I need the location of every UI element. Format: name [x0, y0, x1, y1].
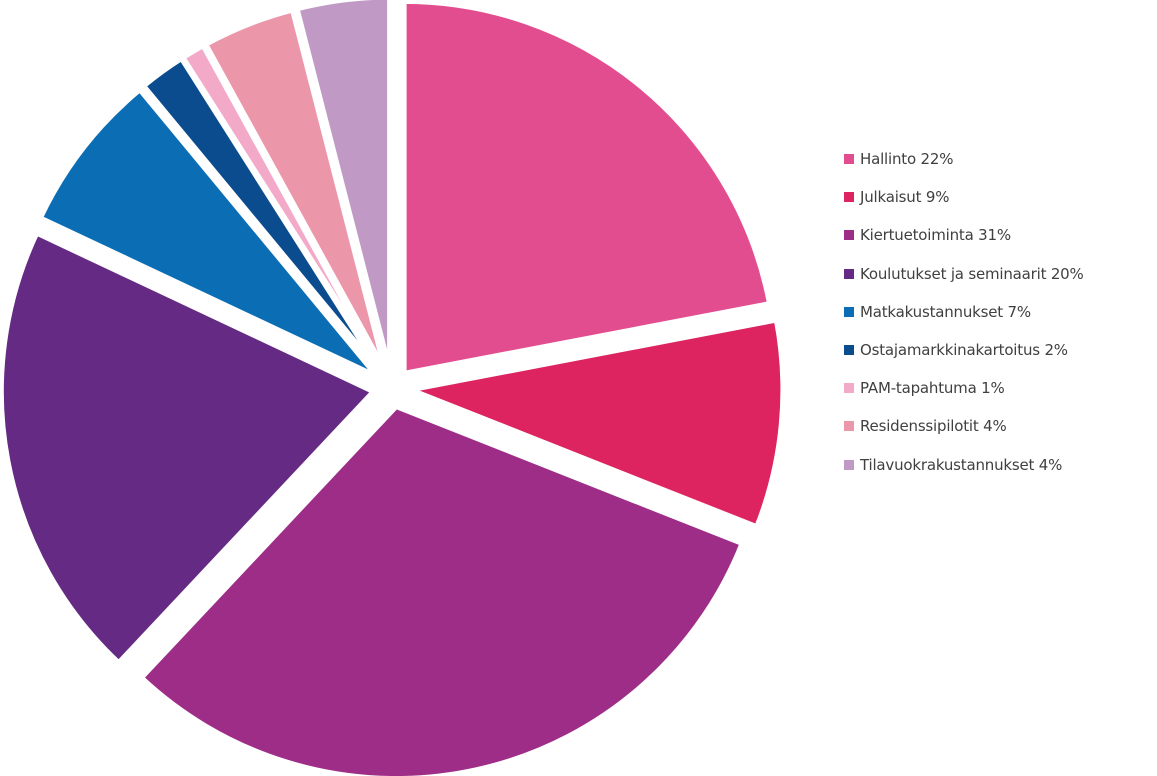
pie-slice-7: [203, 7, 388, 373]
pie-slice-1: [408, 317, 786, 530]
legend-swatch-matkakustannukset: [844, 306, 854, 317]
legend-label-ostajamarkkinakartoitus: Ostajamarkkinakartoitus 2%: [860, 341, 1068, 360]
legend-item-koulutukset: Koulutukset ja seminaarit 20%: [844, 255, 1154, 293]
legend-item-ostajamarkkinakartoitus: Ostajamarkkinakartoitus 2%: [844, 331, 1154, 369]
pie-slice-6: [180, 43, 385, 375]
pie-slice-3: [0, 230, 376, 666]
legend-label-kiertuetoiminta: Kiertuetoiminta 31%: [860, 226, 1011, 245]
legend-label-koulutukset: Koulutukset ja seminaarit 20%: [860, 264, 1084, 283]
pie-slice-4: [37, 87, 380, 379]
legend-item-tilavuokrakustannukset: Tilavuokrakustannukset 4%: [844, 446, 1154, 484]
legend-item-hallinto: Hallinto 22%: [844, 140, 1154, 178]
legend-swatch-residenssipilotit: [844, 421, 854, 432]
legend-swatch-pam-tapahtuma: [844, 383, 854, 394]
chart-legend: Hallinto 22% Julkaisut 9% Kiertuetoimint…: [844, 140, 1154, 484]
legend-swatch-julkaisut: [844, 192, 854, 203]
pie-slice-0: [401, 0, 773, 376]
legend-label-pam-tapahtuma: PAM-tapahtuma 1%: [860, 379, 1005, 398]
legend-label-tilavuokrakustannukset: Tilavuokrakustannukset 4%: [860, 455, 1063, 474]
pie-slice-2: [138, 404, 745, 776]
legend-label-hallinto: Hallinto 22%: [860, 150, 954, 169]
legend-label-matkakustannukset: Matkakustannukset 7%: [860, 302, 1031, 321]
legend-item-matkakustannukset: Matkakustannukset 7%: [844, 293, 1154, 331]
legend-swatch-hallinto: [844, 154, 854, 165]
legend-item-residenssipilotit: Residenssipilotit 4%: [844, 407, 1154, 445]
legend-label-julkaisut: Julkaisut 9%: [860, 188, 950, 207]
legend-swatch-koulutukset: [844, 268, 854, 279]
legend-item-pam-tapahtuma: PAM-tapahtuma 1%: [844, 369, 1154, 407]
pie-slice-8: [294, 0, 393, 372]
legend-label-residenssipilotit: Residenssipilotit 4%: [860, 417, 1007, 436]
legend-swatch-kiertuetoiminta: [844, 230, 854, 241]
legend-swatch-tilavuokrakustannukset: [844, 459, 854, 470]
legend-item-julkaisut: Julkaisut 9%: [844, 178, 1154, 216]
legend-swatch-ostajamarkkinakartoitus: [844, 345, 854, 356]
legend-item-kiertuetoiminta: Kiertuetoiminta 31%: [844, 216, 1154, 254]
